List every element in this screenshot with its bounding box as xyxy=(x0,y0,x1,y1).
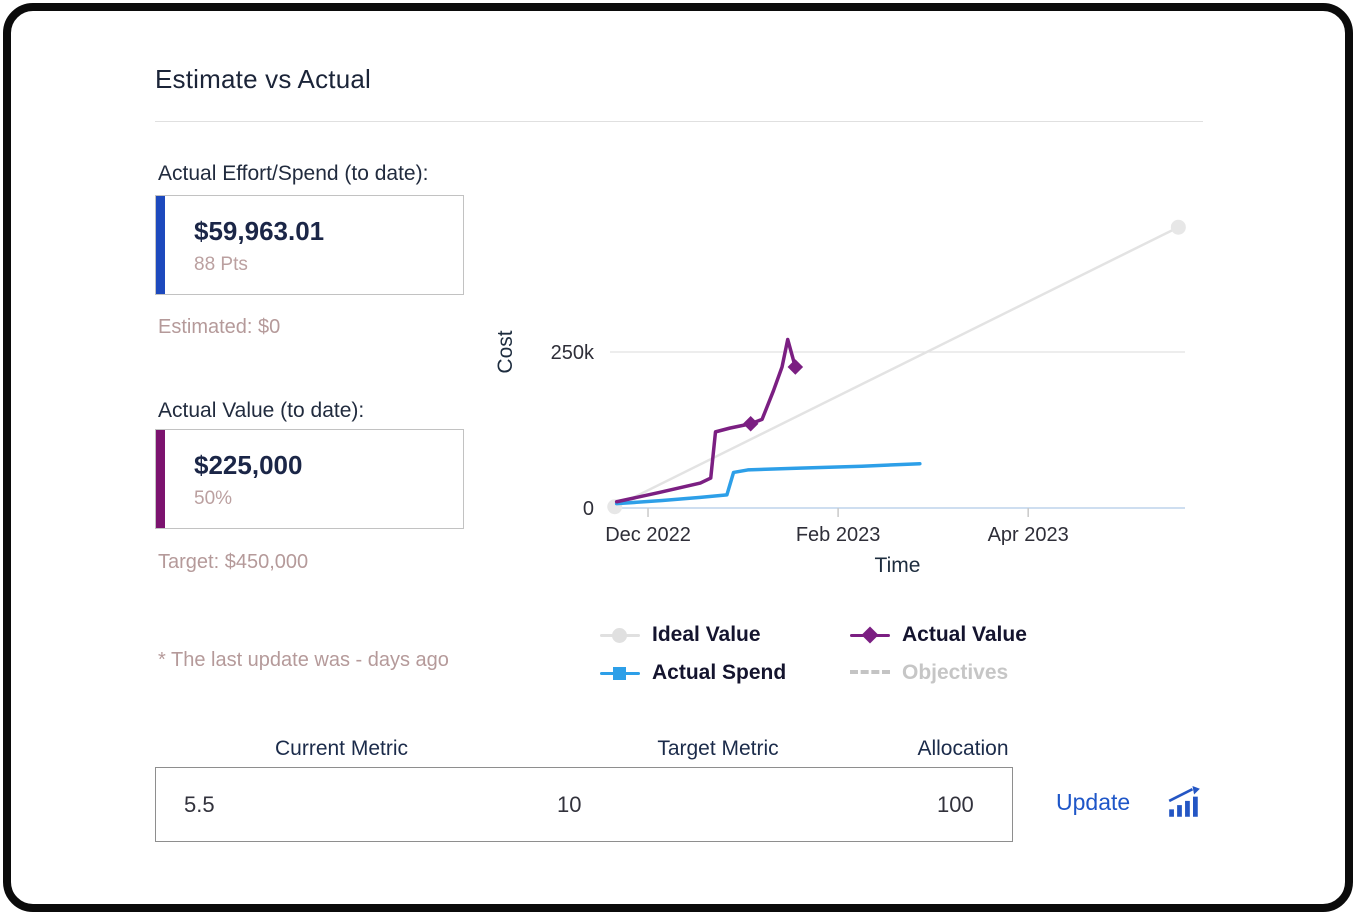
value-subvalue: 50% xyxy=(194,488,233,509)
current-metric-header: Current Metric xyxy=(274,737,409,760)
value-label: Actual Value (to date): xyxy=(158,399,365,422)
svg-text:Apr 2023: Apr 2023 xyxy=(988,524,1069,546)
value-box: $225,000 50% xyxy=(155,429,464,529)
effort-label: Actual Effort/Spend (to date): xyxy=(158,162,429,185)
allocation-header: Allocation xyxy=(917,737,1009,760)
legend-item-objectives[interactable]: Objectives xyxy=(850,658,1080,688)
effort-value: $59,963.01 xyxy=(194,216,325,246)
svg-text:250k: 250k xyxy=(551,342,595,364)
effort-subvalue: 88 Pts xyxy=(194,254,248,275)
page-title: Estimate vs Actual xyxy=(155,64,372,94)
legend-item-ideal-value[interactable]: Ideal Value xyxy=(600,620,850,650)
update-button[interactable]: Update xyxy=(1056,789,1131,815)
value-note: Target: $450,000 xyxy=(158,551,309,573)
analytics-chart-icon[interactable] xyxy=(1166,786,1202,820)
chart-legend: Ideal Value Actual Value Actual Spend Objec… xyxy=(600,620,1080,688)
divider xyxy=(155,121,1203,122)
allocation-input[interactable] xyxy=(909,768,1012,841)
svg-text:Feb 2023: Feb 2023 xyxy=(796,524,881,546)
legend-label: Objectives xyxy=(902,661,1009,684)
square-marker-icon xyxy=(600,665,640,681)
svg-text:Cost: Cost xyxy=(494,330,517,373)
cost-time-chart: Dec 2022 Feb 2023 Apr 2023 0 250k Cost Time xyxy=(494,219,1186,577)
legend-item-actual-spend[interactable]: Actual Spend xyxy=(600,658,850,688)
last-update-footnote: * The last update was - days ago xyxy=(158,649,449,671)
effort-box: $59,963.01 88 Pts xyxy=(155,195,464,295)
target-metric-input[interactable] xyxy=(529,768,909,841)
legend-item-actual-value[interactable]: Actual Value xyxy=(850,620,1080,650)
target-metric-header: Target Metric xyxy=(657,737,779,760)
legend-label: Actual Value xyxy=(902,623,1027,646)
svg-text:Time: Time xyxy=(875,554,921,577)
metrics-input-row xyxy=(155,767,1013,842)
dash-marker-icon xyxy=(850,665,890,681)
value-value: $225,000 xyxy=(194,450,303,480)
diamond-marker-icon xyxy=(850,626,890,644)
effort-accent-bar xyxy=(156,196,165,294)
svg-text:0: 0 xyxy=(583,498,594,520)
current-metric-input[interactable] xyxy=(156,768,529,841)
legend-label: Actual Spend xyxy=(652,661,787,684)
value-accent-bar xyxy=(156,430,165,528)
svg-text:Dec 2022: Dec 2022 xyxy=(605,524,691,546)
effort-note: Estimated: $0 xyxy=(158,316,281,338)
circle-marker-icon xyxy=(600,627,640,643)
legend-label: Ideal Value xyxy=(652,623,761,646)
